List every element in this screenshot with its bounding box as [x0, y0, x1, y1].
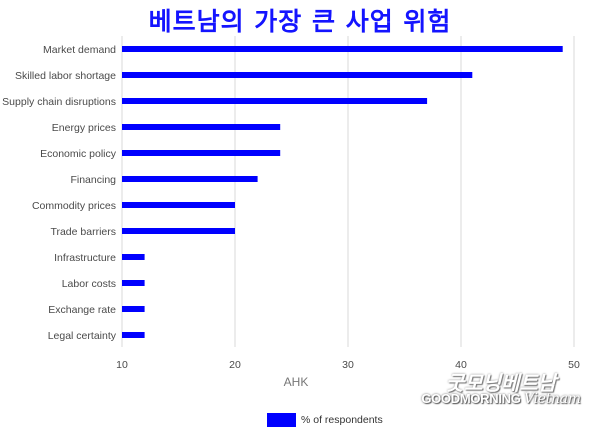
watermark-logo: 굿모닝베트남 GOODMORNING Vietnam: [416, 367, 586, 415]
bar: [122, 72, 473, 78]
x-tick-label: 50: [568, 359, 580, 371]
category-label: Financing: [70, 174, 116, 186]
x-tick-label: 10: [116, 359, 128, 371]
watermark-script-text: 굿모닝베트남: [445, 371, 557, 395]
chart-title: 베트남의 가장 큰 사업 위험: [148, 7, 452, 36]
bar: [122, 228, 235, 234]
bar: [122, 98, 428, 104]
bar-chart: Market demand Skilled labor shortage Suppl…: [2, 36, 580, 389]
legend-swatch: [267, 413, 296, 427]
x-tick-label: 30: [342, 359, 354, 371]
x-tick-labels: 10 20 30 40 50: [116, 359, 580, 371]
bars: [122, 46, 563, 338]
bar: [122, 202, 235, 208]
category-label: Exchange rate: [48, 304, 116, 316]
legend-label: % of respondents: [301, 414, 383, 426]
x-axis-title: AHK: [284, 375, 309, 389]
category-label: Infrastructure: [54, 252, 116, 264]
category-label: Supply chain disruptions: [2, 96, 116, 108]
bar: [122, 306, 145, 312]
category-labels: Market demand Skilled labor shortage Suppl…: [2, 44, 117, 342]
category-label: Energy prices: [52, 122, 116, 134]
x-tick-label: 20: [229, 359, 241, 371]
bar: [122, 332, 145, 338]
bar: [122, 150, 281, 156]
watermark-brand-main: GOODMORNING: [421, 391, 521, 406]
bar: [122, 280, 145, 286]
watermark-brand-italic: Vietnam: [523, 391, 581, 407]
category-label: Economic policy: [40, 148, 117, 160]
legend: % of respondents: [267, 412, 383, 428]
category-label: Legal certainty: [48, 330, 117, 342]
category-label: Labor costs: [62, 278, 116, 290]
bar: [122, 176, 258, 182]
watermark-brand-text: GOODMORNING Vietnam: [416, 391, 586, 407]
category-label: Skilled labor shortage: [15, 70, 116, 82]
bar: [122, 46, 563, 52]
x-tick-label: 40: [455, 359, 467, 371]
category-label: Trade barriers: [50, 226, 116, 238]
category-label: Market demand: [43, 44, 116, 56]
bar: [122, 124, 281, 130]
bar: [122, 254, 145, 260]
category-label: Commodity prices: [32, 200, 116, 212]
gridlines: [121, 36, 575, 347]
